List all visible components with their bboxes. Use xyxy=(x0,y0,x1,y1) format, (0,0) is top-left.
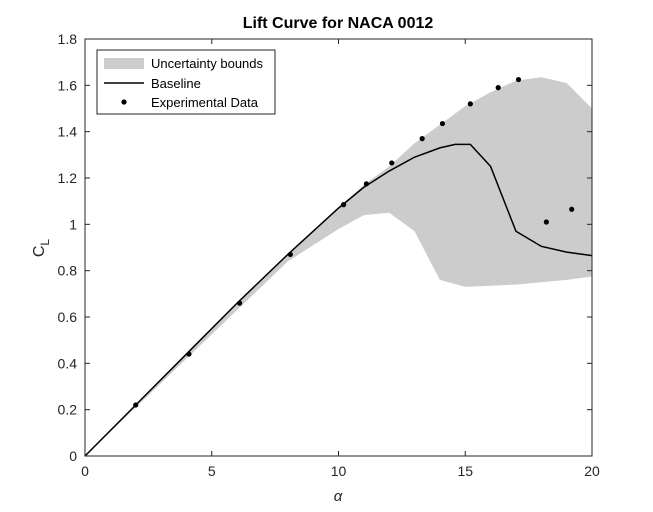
y-tick-label: 0.6 xyxy=(58,309,78,325)
y-axis-label-subscript: L xyxy=(38,239,52,246)
y-axis-label-group: CL xyxy=(31,239,52,258)
y-tick-label: 0.4 xyxy=(58,355,78,371)
experimental-point xyxy=(543,219,549,225)
y-tick-label: 0 xyxy=(69,448,77,464)
y-tick-label: 1.4 xyxy=(58,124,78,140)
tick-layer: 0 5 10 15 20 0 0.2 0.4 0.6 0.8 1 1.2 1.4 1.6 1.8 xyxy=(58,31,600,479)
experimental-point xyxy=(340,202,347,208)
x-tick-label: 20 xyxy=(584,463,600,479)
legend: Uncertainty bounds Baseline Experimental… xyxy=(96,49,276,115)
y-tick-label: 1 xyxy=(69,216,77,232)
uncertainty-band xyxy=(85,77,592,456)
experimental-point xyxy=(237,300,243,306)
y-tick-label: 0.2 xyxy=(58,402,78,418)
experimental-point xyxy=(569,206,575,212)
experimental-points-layer xyxy=(133,76,575,408)
x-tick-label: 10 xyxy=(331,463,347,479)
experimental-point xyxy=(495,85,501,91)
experimental-point xyxy=(287,251,293,258)
x-tick-label: 5 xyxy=(208,463,216,479)
experimental-point xyxy=(419,136,425,142)
y-tick-label: 0.8 xyxy=(58,263,78,279)
legend-swatch-experimental xyxy=(121,99,127,105)
experimental-point xyxy=(363,181,369,187)
y-tick-label: 1.8 xyxy=(58,31,78,47)
chart-title: Lift Curve for NACA 0012 xyxy=(243,15,434,32)
legend-swatch-uncertainty xyxy=(104,58,144,69)
baseline-line xyxy=(84,143,593,457)
experimental-point xyxy=(389,160,395,166)
y-tick-label: 1.6 xyxy=(58,77,78,93)
y-axis-label-main: C xyxy=(31,246,48,258)
experimental-point xyxy=(186,351,192,357)
uncertainty-band-layer xyxy=(85,77,592,456)
svg-text:CL: CL xyxy=(31,239,52,258)
baseline-line-layer xyxy=(84,143,593,457)
legend-label-baseline: Baseline xyxy=(151,76,201,91)
x-tick-label: 15 xyxy=(457,463,473,479)
experimental-point xyxy=(515,76,522,83)
experimental-point xyxy=(439,120,446,127)
x-axis-label: α xyxy=(334,488,343,505)
x-tick-label: 0 xyxy=(81,463,89,479)
y-tick-label: 1.2 xyxy=(58,170,78,186)
legend-label-experimental: Experimental Data xyxy=(151,95,259,110)
experimental-point xyxy=(467,101,473,107)
legend-label-uncertainty: Uncertainty bounds xyxy=(151,56,264,71)
experimental-point xyxy=(133,402,139,408)
